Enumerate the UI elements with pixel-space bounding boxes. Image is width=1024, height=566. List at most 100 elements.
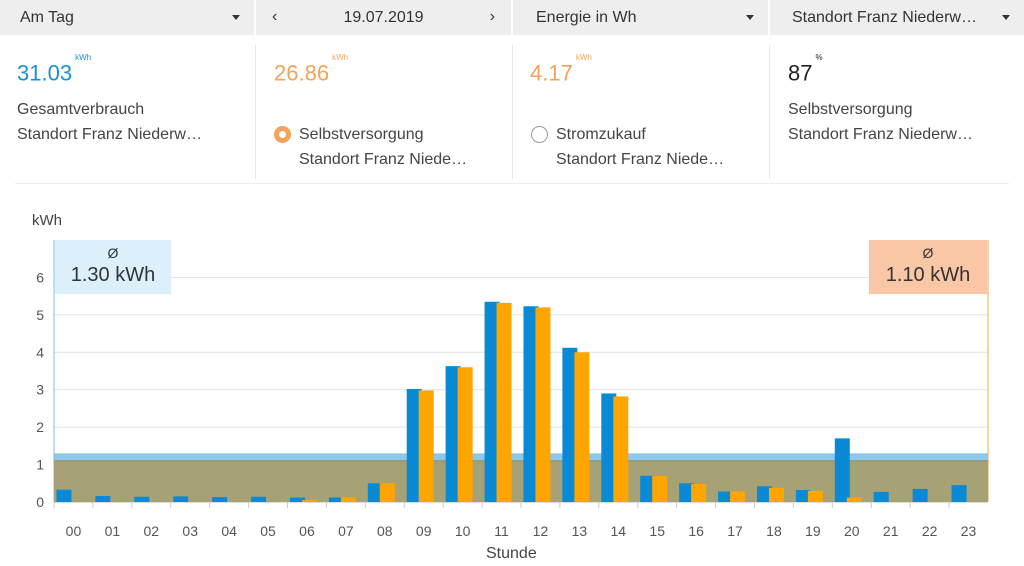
bar: [56, 489, 72, 502]
y-tick-label: 6: [36, 269, 44, 285]
x-axis-label: Stunde: [486, 545, 537, 562]
bar: [846, 497, 862, 502]
grid-purchase-location: Standort Franz Niede…: [556, 151, 725, 168]
x-tick-label: 16: [688, 523, 704, 539]
energy-chart: kWh 0 1 2 3 4 5 6 00 01 02 03 04 05 06 07 08 09 10 11 12 13 1…: [0, 190, 1024, 566]
bar: [95, 496, 111, 502]
x-tick-label: 21: [883, 523, 899, 539]
bar: [173, 496, 189, 502]
bar: [756, 486, 772, 502]
x-tick-label: 00: [66, 523, 82, 539]
x-tick-label: 18: [766, 523, 782, 539]
x-tick-label: 10: [455, 523, 471, 539]
x-tick-label: 03: [182, 523, 198, 539]
bar: [718, 491, 734, 502]
unit-label: Energie in Wh: [536, 8, 637, 26]
date-label[interactable]: 19.07.2019: [343, 8, 424, 26]
bar: [834, 438, 850, 502]
total-location: Standort Franz Niederw…: [17, 126, 202, 143]
bar: [873, 491, 889, 502]
summary-card-total: 31.03kWh Gesamtverbrauch Standort Franz …: [0, 45, 256, 179]
bar: [289, 497, 305, 502]
x-tick-label: 04: [221, 523, 237, 539]
y-tick-label: 4: [36, 344, 44, 360]
location-label: Standort Franz Niederw…: [792, 8, 977, 26]
x-tick-label: 22: [922, 523, 938, 539]
x-tick-label: 15: [649, 523, 665, 539]
self-supply-label: Selbstversorgung: [299, 126, 424, 143]
x-tick-label: 02: [144, 523, 160, 539]
self-supply-rate-location: Standort Franz Niederw…: [788, 126, 973, 143]
bar: [379, 483, 395, 502]
self-supply-value: 26.86kWh: [274, 53, 349, 86]
bar: [691, 484, 707, 502]
x-tick-label: 23: [961, 523, 977, 539]
y-tick-label: 2: [36, 419, 44, 435]
y-tick-label: 1: [36, 457, 44, 473]
toolbar: Am Tag ‹ 19.07.2019 › Energie in Wh Stan…: [0, 0, 1024, 35]
period-dropdown[interactable]: Am Tag: [0, 0, 256, 35]
bar: [795, 490, 811, 502]
summary-card-grid-purchase[interactable]: 4.17kWh Stromzukauf Standort Franz Niede…: [513, 45, 770, 179]
bar: [640, 475, 656, 502]
self-supply-rate-label: Selbstversorgung: [788, 101, 913, 118]
bar: [134, 496, 150, 502]
radio-selected-icon[interactable]: [274, 126, 291, 143]
x-tick-label: 12: [533, 523, 549, 539]
total-value: 31.03kWh: [17, 53, 92, 86]
unit-dropdown[interactable]: Energie in Wh: [513, 0, 770, 35]
bar: [367, 483, 383, 502]
total-label: Gesamtverbrauch: [17, 101, 145, 118]
x-tick-label: 07: [338, 523, 354, 539]
bar: [807, 490, 823, 502]
radio-unselected-icon[interactable]: [531, 126, 548, 143]
grid-purchase-value: 4.17kWh: [530, 53, 592, 86]
bar: [562, 347, 578, 502]
bar: [445, 366, 461, 502]
bar: [457, 367, 473, 502]
average-box-consumption: Ø 1.30 kWh: [55, 240, 171, 294]
bar: [535, 307, 551, 502]
y-tick-label: 3: [36, 382, 44, 398]
y-axis-label: kWh: [32, 212, 62, 229]
bar: [951, 485, 967, 502]
divider: [15, 183, 1009, 184]
x-tick-label: 13: [572, 523, 588, 539]
summary-card-self-supply-rate: 87% Selbstversorgung Standort Franz Nied…: [770, 45, 1024, 179]
average-value: 1.10 kWh: [885, 264, 971, 286]
chevron-down-icon: [1002, 15, 1010, 20]
x-tick-label: 14: [611, 523, 627, 539]
bar: [523, 306, 539, 502]
average-symbol: Ø: [107, 245, 119, 261]
x-tick-label: 01: [105, 523, 121, 539]
period-label: Am Tag: [20, 8, 74, 26]
chevron-right-icon[interactable]: ›: [489, 8, 495, 25]
bar: [768, 487, 784, 502]
bar: [574, 352, 590, 502]
average-value: 1.30 kWh: [70, 264, 156, 286]
x-tick-label: 08: [377, 523, 393, 539]
y-tick-label: 0: [36, 494, 44, 510]
bar: [418, 390, 434, 502]
bar: [601, 393, 617, 502]
average-symbol: Ø: [922, 245, 934, 261]
y-tick-label: 5: [36, 307, 44, 323]
bar: [251, 496, 267, 502]
location-dropdown[interactable]: Standort Franz Niederw…: [770, 0, 1024, 35]
x-tick-label: 11: [494, 523, 509, 539]
summary: 31.03kWh Gesamtverbrauch Standort Franz …: [0, 35, 1024, 183]
x-tick-label: 19: [805, 523, 821, 539]
bar: [328, 497, 344, 502]
x-tick-label: 17: [727, 523, 743, 539]
bar: [212, 497, 228, 502]
x-tick-label: 20: [844, 523, 860, 539]
bar: [912, 488, 928, 502]
chevron-left-icon[interactable]: ‹: [272, 8, 278, 25]
self-supply-location: Standort Franz Niede…: [299, 151, 468, 168]
average-band-self-supply: [54, 460, 988, 502]
bar: [730, 491, 746, 502]
bar: [496, 302, 512, 502]
x-tick-label: 09: [416, 523, 432, 539]
summary-card-self-supply[interactable]: 26.86kWh Selbstversorgung Standort Franz…: [256, 45, 513, 179]
